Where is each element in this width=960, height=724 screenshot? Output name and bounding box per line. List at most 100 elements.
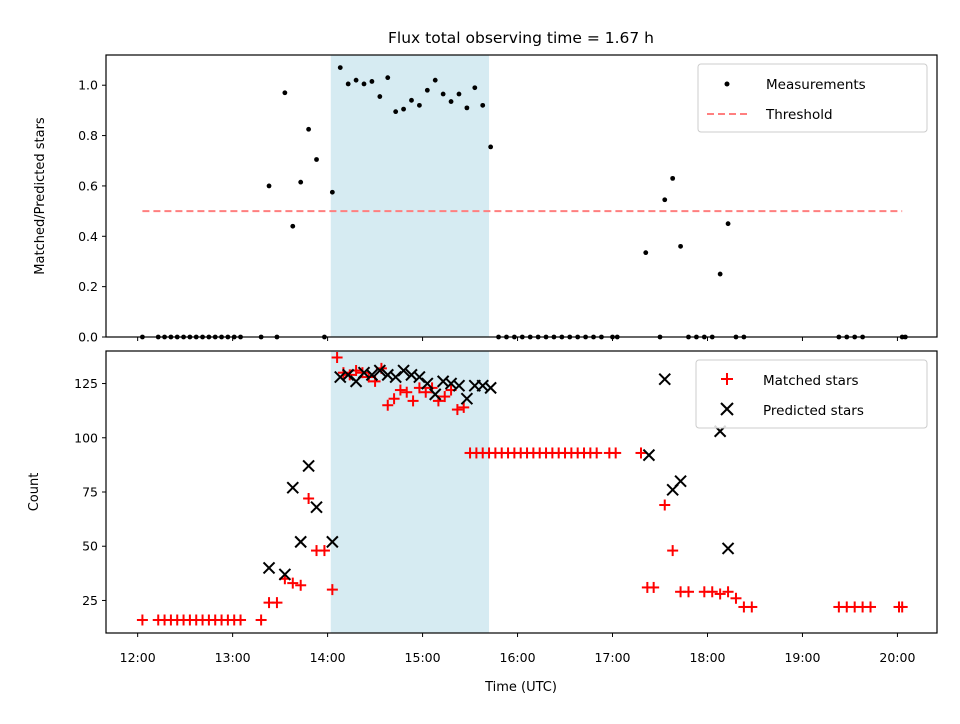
bottom-y-tick-label: 75 bbox=[82, 485, 98, 500]
matched-star-point bbox=[356, 367, 368, 379]
legend-marker-matched bbox=[721, 373, 733, 385]
top-axes-frame bbox=[105, 54, 938, 338]
top-legend: Measurements Threshold bbox=[697, 63, 928, 133]
measurement-point bbox=[361, 81, 367, 87]
matched-star-point bbox=[706, 586, 718, 598]
measurement-point bbox=[456, 91, 462, 97]
predicted-star-point bbox=[436, 375, 450, 388]
matched-star-point bbox=[401, 386, 413, 398]
bottom-y-ticks: 25 50 75 100 125 bbox=[74, 376, 106, 608]
measurement-point bbox=[306, 126, 312, 132]
bottom-y-tick-label: 125 bbox=[74, 376, 98, 391]
matched-star-point bbox=[331, 352, 343, 364]
measurement-point bbox=[670, 175, 676, 181]
predicted-star-point bbox=[674, 474, 687, 488]
matched-star-point bbox=[722, 586, 734, 598]
measurement-point bbox=[662, 197, 668, 203]
predicted-star-point bbox=[326, 535, 339, 549]
x-axis-label: Time (UTC) bbox=[484, 680, 557, 695]
measurement-point bbox=[385, 75, 391, 81]
measurement-point bbox=[717, 271, 723, 277]
matched-star-point bbox=[303, 493, 315, 505]
legend-marker-predicted bbox=[720, 402, 734, 416]
matched-star-point bbox=[136, 614, 148, 626]
measurement-point bbox=[424, 87, 430, 93]
predicted-star-point bbox=[658, 372, 671, 386]
predicted-star-point bbox=[334, 370, 347, 384]
x-tick-label: 12:00 bbox=[120, 650, 156, 665]
measurement-point bbox=[298, 179, 304, 185]
matched-star-point bbox=[659, 499, 671, 511]
measurement-point bbox=[643, 250, 649, 256]
predicted-star-point bbox=[278, 568, 292, 581]
matched-star-point bbox=[648, 581, 660, 593]
predicted-star-point bbox=[302, 459, 315, 473]
matched-star-point bbox=[610, 447, 622, 459]
predicted-star-point bbox=[460, 392, 474, 405]
matched-star-point bbox=[271, 597, 283, 609]
predicted-star-point bbox=[476, 379, 489, 392]
bottom-y-tick-label: 25 bbox=[82, 593, 98, 608]
legend-label-matched: Matched stars bbox=[763, 373, 859, 389]
bottom-y-tick-label: 100 bbox=[74, 430, 98, 445]
top-legend-box bbox=[697, 63, 928, 133]
measurement-point bbox=[725, 221, 731, 227]
matched-star-point bbox=[439, 391, 451, 403]
predicted-star-point bbox=[642, 448, 656, 462]
predicted-star-point bbox=[721, 542, 735, 555]
bottom-y-axis-label: Count bbox=[27, 473, 42, 512]
chart-title: Flux total observing time = 1.67 h bbox=[388, 29, 654, 47]
matched-star-point bbox=[896, 601, 908, 613]
predicted-star-point bbox=[262, 561, 276, 575]
matched-star-point bbox=[318, 545, 330, 557]
matched-star-point bbox=[394, 384, 406, 396]
predicted-star-point bbox=[310, 500, 323, 514]
matched-star-point bbox=[420, 386, 432, 398]
predicted-star-point bbox=[373, 364, 387, 377]
top-y-tick-label: 1.0 bbox=[78, 78, 98, 93]
matched-star-point bbox=[295, 579, 307, 591]
bottom-legend: Matched stars Predicted stars bbox=[695, 359, 928, 429]
matched-star-point bbox=[326, 584, 338, 596]
measurement-point bbox=[337, 65, 343, 70]
bottom-marks bbox=[136, 352, 908, 626]
measurement-point bbox=[409, 97, 414, 103]
x-tick-label: 15:00 bbox=[405, 650, 441, 665]
measurement-point bbox=[401, 106, 406, 112]
matched-star-point bbox=[382, 399, 394, 411]
predicted-star-point bbox=[294, 535, 307, 549]
matched-star-point bbox=[865, 601, 877, 613]
bottom-x-ticks: 12:00 13:00 14:00 15:00 16:00 17:00 18:00 19:00… bbox=[120, 633, 915, 665]
matched-star-point bbox=[235, 614, 247, 626]
x-tick-label: 13:00 bbox=[215, 650, 251, 665]
measurement-point bbox=[377, 94, 383, 99]
matched-star-point bbox=[591, 447, 603, 459]
measurement-point bbox=[314, 157, 319, 162]
top-y-tick-label: 0.8 bbox=[78, 128, 98, 143]
bottom-panel: 25 50 75 100 125 12:00 13:00 14:00 15:00 16:00 17… bbox=[27, 350, 938, 695]
measurement-point bbox=[290, 223, 296, 229]
top-y-ticks: 0.0 0.2 0.4 0.6 0.8 1.0 bbox=[78, 78, 106, 345]
top-marks bbox=[140, 65, 908, 340]
predicted-star-point bbox=[444, 377, 458, 390]
measurement-point bbox=[282, 90, 288, 96]
legend-marker-measurements bbox=[724, 81, 730, 87]
matched-star-point bbox=[388, 393, 400, 405]
predicted-star-point bbox=[484, 381, 497, 395]
top-y-tick-label: 0.2 bbox=[78, 279, 98, 294]
matched-star-point bbox=[730, 592, 742, 604]
top-x-ticks bbox=[137, 337, 898, 341]
measurement-point bbox=[678, 243, 683, 249]
predicted-star-point bbox=[397, 364, 410, 377]
measurement-point bbox=[345, 81, 351, 87]
measurement-point bbox=[488, 144, 494, 150]
measurement-point bbox=[353, 77, 359, 83]
matched-star-point bbox=[287, 577, 299, 589]
matched-star-point bbox=[407, 395, 419, 407]
measurement-point bbox=[432, 77, 438, 83]
matched-star-point bbox=[635, 447, 647, 459]
top-y-tick-label: 0.6 bbox=[78, 178, 98, 193]
bottom-y-tick-label: 50 bbox=[82, 539, 98, 554]
top-y-tick-label: 0.4 bbox=[78, 229, 98, 244]
